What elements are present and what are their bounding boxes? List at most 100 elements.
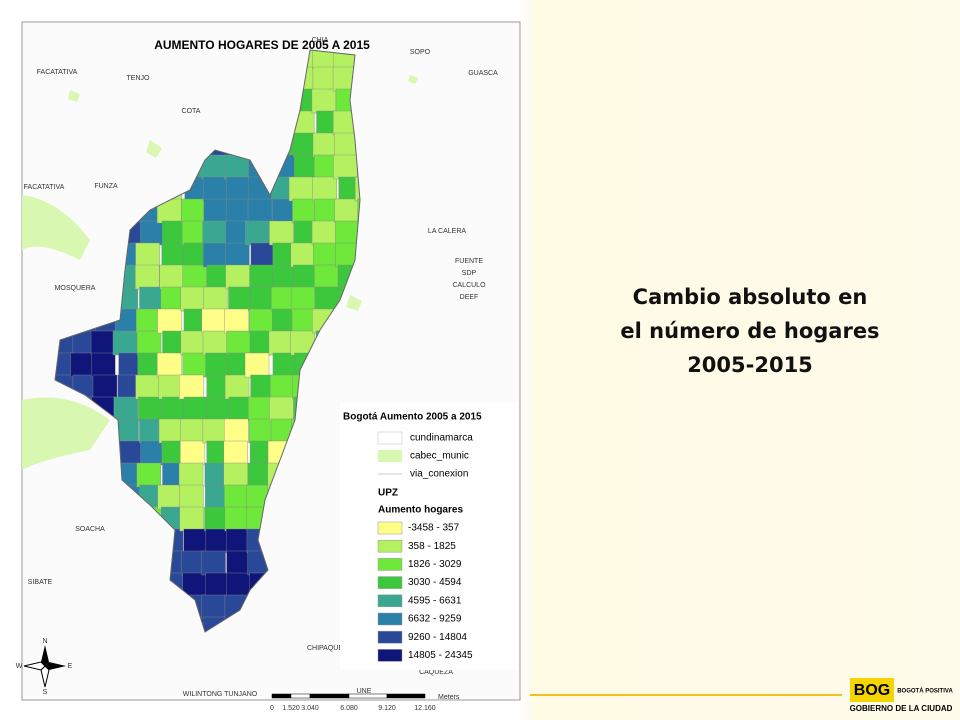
upz-cell xyxy=(136,462,161,488)
upz-cell xyxy=(203,286,228,312)
compass-letter: W xyxy=(16,663,23,670)
upz-cell xyxy=(202,220,227,246)
upz-cell xyxy=(136,330,162,356)
class-swatch xyxy=(377,649,403,662)
upz-cell xyxy=(90,330,116,356)
upz-cell xyxy=(203,176,228,202)
upz-cell xyxy=(70,352,95,378)
source-note: FUENTE SDP CALCULO DEEF xyxy=(452,258,486,301)
class-label: 4595 - 6631 xyxy=(408,595,462,606)
class-swatch xyxy=(377,539,403,553)
municipal-heads xyxy=(22,75,418,470)
class-swatch xyxy=(377,594,403,608)
place-label: CHIA xyxy=(312,37,329,44)
class-label: 1826 - 3029 xyxy=(408,559,462,570)
upz-cell xyxy=(180,286,205,312)
upz-cell xyxy=(224,308,249,334)
upz-cell xyxy=(182,264,207,290)
logo-tagline: BOGOTÁ POSITIVA xyxy=(897,688,953,695)
scale-tick: 1.520 xyxy=(282,705,300,712)
upz-cell xyxy=(179,440,205,466)
upz-cell xyxy=(161,242,186,268)
class-swatch xyxy=(377,612,403,626)
class-label: 3030 - 4594 xyxy=(408,577,462,588)
upz-cell xyxy=(180,550,206,576)
upz-cell xyxy=(140,440,165,466)
upz-cell xyxy=(183,396,209,422)
upz-cell xyxy=(314,198,339,224)
upz-cell xyxy=(245,220,270,246)
upz-cell xyxy=(135,374,160,400)
upz-cell xyxy=(118,440,143,466)
slide-text-line: 2005-2015 xyxy=(687,353,813,377)
class-swatch xyxy=(377,576,403,589)
scale-tick: 12.160 xyxy=(414,705,436,712)
upz-cell xyxy=(223,440,248,466)
upz-cell xyxy=(248,396,273,422)
scale-tick: 9.120 xyxy=(378,705,396,712)
source-line: SDP xyxy=(462,270,477,277)
upz-cell xyxy=(138,396,163,422)
map-title: AUMENTO HOGARES DE 2005 A 2015 xyxy=(154,38,370,52)
layer-swatch xyxy=(378,450,402,462)
upz-cell xyxy=(135,264,160,290)
upz-cell xyxy=(223,462,248,488)
upz-cell xyxy=(113,396,139,422)
compass: N S E W xyxy=(16,638,73,696)
slide-text-line: el número de hogares xyxy=(620,319,880,343)
compass-letter: E xyxy=(68,663,73,670)
place-label: UNE xyxy=(357,688,372,695)
upz-cell xyxy=(224,374,250,400)
upz-cell xyxy=(272,264,297,290)
class-label: 9260 - 14804 xyxy=(408,632,467,643)
upz-cell xyxy=(272,198,297,224)
upz-cell xyxy=(158,418,184,444)
upz-cell xyxy=(272,352,298,378)
place-label: CAQUEZA xyxy=(419,669,453,676)
upz-cell xyxy=(269,396,294,422)
upz-cell xyxy=(224,506,250,532)
place-label: FACATATIVA xyxy=(24,184,65,191)
place-label: MOSQUERA xyxy=(55,285,96,292)
upz-cell xyxy=(181,220,207,246)
place-label: CHIPAQUE xyxy=(307,645,343,652)
upz-cell xyxy=(180,418,205,444)
upz-cell xyxy=(270,374,295,400)
layer-label: cabec_munic xyxy=(410,451,469,462)
class-label: 6632 - 9259 xyxy=(408,614,462,625)
upz-cell xyxy=(293,264,318,290)
upz-cell xyxy=(135,242,160,268)
upz-cell xyxy=(226,330,251,356)
layer-label: cundinamarca xyxy=(410,433,473,444)
place-label: FACATATIVA xyxy=(37,69,78,76)
upz-cell xyxy=(162,396,187,422)
upz-cell xyxy=(226,176,251,202)
upz-cell xyxy=(203,198,228,224)
upz-cell xyxy=(202,418,228,444)
class-swatch xyxy=(377,558,403,571)
upz-cell xyxy=(157,484,182,510)
place-label: COTA xyxy=(182,108,201,115)
class-swatch xyxy=(377,630,403,644)
upz-cell xyxy=(249,264,274,290)
place-label: WILINTONG TUNJANO xyxy=(183,691,258,698)
upz-cell xyxy=(288,176,314,202)
upz-cell xyxy=(201,594,226,620)
place-label: TENJO xyxy=(127,75,151,82)
upz-cell xyxy=(226,572,251,598)
class-label: -3458 - 357 xyxy=(408,523,460,534)
upz-cell xyxy=(224,154,249,180)
upz-cell xyxy=(226,198,252,224)
upz-cell xyxy=(140,220,165,246)
upz-cell xyxy=(202,330,228,356)
class-label: 14805 - 24345 xyxy=(408,650,473,661)
legend-title: Bogotá Aumento 2005 a 2015 xyxy=(343,412,482,423)
logo-mark: BOG xyxy=(854,682,890,699)
scale-tick: 3.040 xyxy=(301,705,319,712)
upz-cell xyxy=(228,286,253,312)
logo: BOG BOGOTÁ POSITIVA GOBIERNO DE LA CIUDA… xyxy=(850,678,953,713)
legend-field: Aumento hogares xyxy=(378,505,463,516)
scale-segment xyxy=(290,693,311,699)
